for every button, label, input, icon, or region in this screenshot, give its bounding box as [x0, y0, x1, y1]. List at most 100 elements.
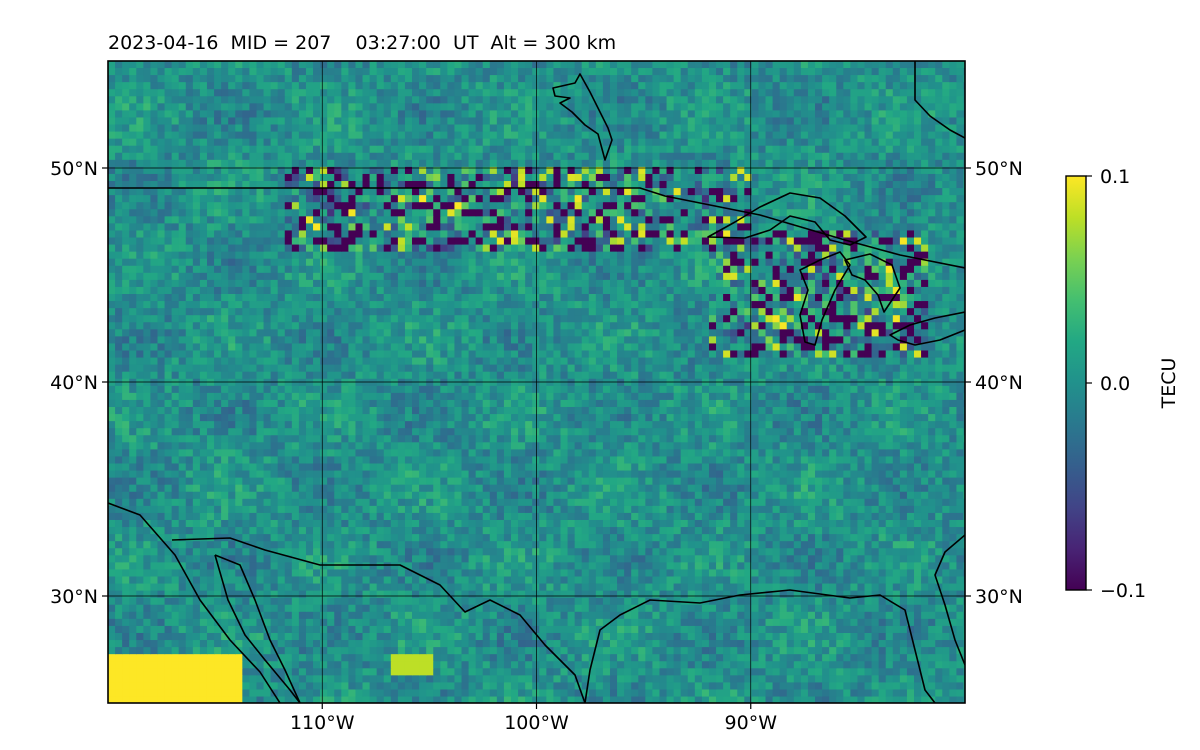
heatmap-cell [617, 568, 625, 577]
heatmap-cell [822, 667, 830, 676]
heatmap-cell [426, 653, 434, 662]
heatmap-cell [277, 695, 286, 703]
heatmap-cell [228, 611, 236, 619]
heatmap-cell [108, 618, 116, 626]
heatmap-cell [829, 441, 837, 450]
heatmap-cell [602, 455, 611, 464]
heatmap-cell [723, 420, 731, 429]
heatmap-cell [242, 561, 250, 570]
heatmap-cell [136, 653, 144, 662]
heatmap-cell [701, 420, 710, 429]
heatmap-cell [680, 575, 689, 584]
heatmap-cell [327, 674, 335, 683]
heatmap-cell [447, 491, 456, 499]
heatmap-cell [284, 554, 293, 563]
heatmap-cell [624, 554, 632, 563]
heatmap-cell [532, 469, 540, 478]
heatmap-cell [942, 575, 950, 584]
heatmap-cell [864, 441, 873, 450]
heatmap-cell [185, 484, 194, 492]
heatmap-cell [701, 575, 710, 584]
heatmap-cell [645, 484, 654, 492]
heatmap-cell [221, 448, 229, 457]
heatmap-cell [617, 533, 625, 542]
heatmap-cell [765, 590, 774, 598]
heatmap-cell [595, 639, 604, 648]
heatmap-cell [786, 604, 795, 612]
heatmap-cell [553, 561, 562, 570]
heatmap-cell [122, 455, 130, 464]
heatmap-cell [447, 505, 456, 513]
heatmap-cell [723, 533, 731, 542]
heatmap-cell [468, 681, 477, 690]
heatmap-cell [553, 611, 562, 619]
heatmap-cell [496, 660, 505, 669]
heatmap-cell [694, 505, 703, 513]
heatmap-cell [921, 667, 929, 676]
heatmap-cell [588, 519, 597, 528]
heatmap-cell [694, 455, 703, 464]
heatmap-cell [291, 498, 300, 506]
heatmap-cell [348, 540, 357, 549]
heatmap-cell [468, 688, 477, 697]
heatmap-cell [206, 646, 215, 655]
heatmap-cell [440, 582, 448, 591]
heatmap-cell [850, 448, 859, 457]
heatmap-cell [355, 420, 364, 429]
heatmap-cell [263, 681, 272, 690]
heatmap-cell [829, 688, 837, 697]
heatmap-cell [638, 611, 646, 619]
heatmap-cell [376, 632, 385, 641]
heatmap-cell [185, 561, 194, 570]
heatmap-cell [645, 667, 654, 676]
heatmap-cell [624, 420, 632, 429]
heatmap-cell [885, 540, 894, 549]
heatmap-cell [701, 455, 710, 464]
heatmap-cell [857, 455, 866, 464]
heatmap-cell [708, 660, 717, 669]
heatmap-cell [348, 505, 357, 513]
heatmap-cell [235, 491, 243, 499]
heatmap-cell [765, 505, 774, 513]
heatmap-cell [638, 590, 646, 598]
heatmap-cell [652, 540, 661, 549]
heatmap-cell [228, 590, 236, 598]
heatmap-cell [935, 540, 943, 549]
heatmap-cell [489, 477, 498, 485]
heatmap-cell [935, 420, 943, 429]
heatmap-cell [178, 498, 187, 506]
heatmap-cell [341, 512, 349, 520]
heatmap-cell [136, 646, 144, 655]
heatmap-cell [454, 484, 463, 492]
heatmap-cell [178, 547, 187, 556]
heatmap-cell [270, 611, 279, 619]
heatmap-cell [482, 547, 491, 556]
heatmap-cell [864, 540, 873, 549]
heatmap-cell [525, 547, 533, 556]
heatmap-cell [447, 604, 456, 612]
heatmap-cell [426, 625, 434, 633]
heatmap-cell [793, 674, 802, 683]
heatmap-cell [284, 625, 293, 633]
heatmap-cell [355, 484, 364, 492]
heatmap-cell [730, 540, 738, 549]
heatmap-cell [256, 568, 265, 577]
heatmap-cell [320, 434, 328, 443]
heatmap-cell [779, 519, 788, 528]
heatmap-cell [666, 498, 675, 506]
heatmap-cell [624, 519, 632, 528]
heatmap-cell [956, 427, 965, 436]
heatmap-cell [376, 547, 385, 556]
heatmap-cell [588, 540, 597, 549]
heatmap-cell [680, 554, 689, 563]
heatmap-cell [242, 526, 250, 535]
heatmap-cell [397, 469, 406, 478]
heatmap-cell [899, 625, 908, 633]
heatmap-cell [164, 674, 173, 683]
heatmap-cell [574, 561, 583, 570]
heatmap-cell [793, 632, 802, 641]
heatmap-cell [284, 526, 293, 535]
heatmap-cell [581, 519, 590, 528]
heatmap-cell [249, 632, 258, 641]
heatmap-cell [108, 512, 116, 520]
